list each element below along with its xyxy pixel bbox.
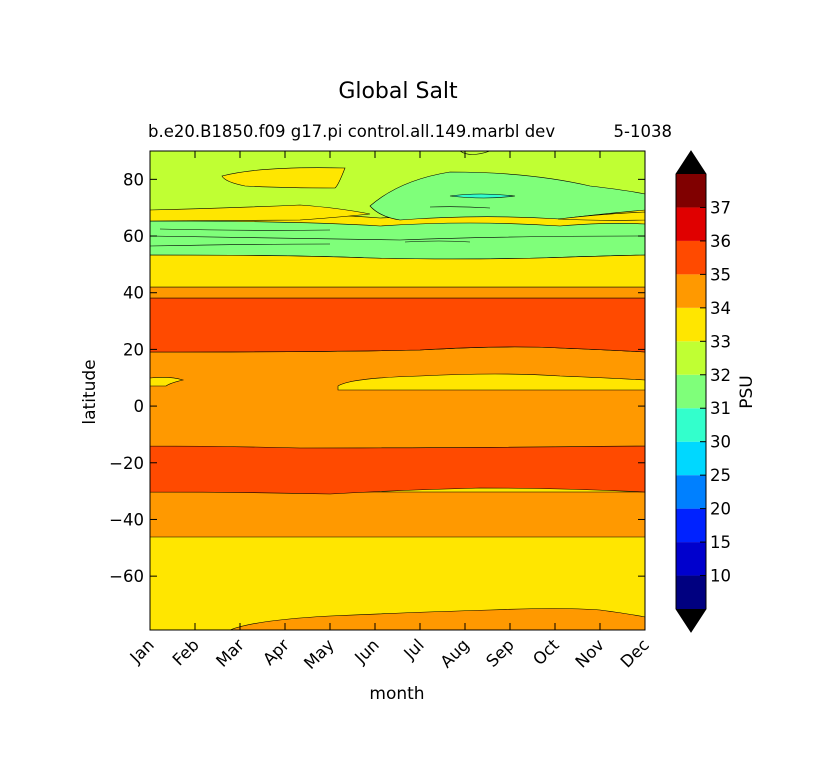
colorbar-segment <box>676 274 706 308</box>
y-tick-label: 20 <box>123 340 144 359</box>
chart-subtitle-right: 5-1038 <box>614 122 672 141</box>
band-north-yellow-strip <box>150 204 371 222</box>
band-arctic-yellow-patch <box>221 167 346 189</box>
colorbar-segment <box>676 341 706 375</box>
colorbar-segment <box>676 441 706 476</box>
y-tick-label: 60 <box>123 227 144 246</box>
contour-line-6 <box>459 151 491 155</box>
band-equatorial-low <box>337 373 645 391</box>
colorbar-extend-min <box>676 609 706 632</box>
x-tick-label: Sep <box>482 635 517 670</box>
colorbar: 10 15 20 25 30 31 32 33 34 35 36 37 <box>675 150 731 633</box>
y-tick-label: −40 <box>109 510 144 529</box>
colorbar-segment <box>676 542 706 576</box>
x-tick-label: Apr <box>259 635 293 669</box>
colorbar-extend-max <box>676 151 706 174</box>
x-tick-label: Nov <box>572 635 608 671</box>
x-tick-label: Jul <box>400 635 428 663</box>
chart-subtitle-left: b.e20.B1850.f09 g17.pi control.all.149.m… <box>148 122 555 141</box>
colorbar-segment <box>676 240 706 275</box>
band-north-mid <box>150 286 645 299</box>
contour-plot-area <box>150 151 645 630</box>
band-north-temperate <box>150 254 645 288</box>
colorbar-tick-label: 31 <box>710 399 731 418</box>
colorbar-segment <box>676 307 706 342</box>
x-tick-label: Mar <box>212 635 248 671</box>
colorbar-segment <box>676 207 706 241</box>
band-arctic-cyan <box>449 193 516 199</box>
y-tick-label: −60 <box>109 567 144 586</box>
y-tick-label: 40 <box>123 284 144 303</box>
y-axis-label: latitude <box>80 359 100 424</box>
x-axis-label: month <box>369 684 424 704</box>
y-tick-label: 80 <box>123 170 144 189</box>
plot-frame <box>149 150 646 631</box>
chart-title: Global Salt <box>338 79 458 104</box>
contour-line-3 <box>150 243 331 247</box>
contour-line-5 <box>429 206 491 209</box>
contour-line-2 <box>159 228 331 231</box>
colorbar-tick-label: 30 <box>710 433 731 452</box>
band-south-gyre <box>150 445 645 495</box>
colorbar-tick-label: 33 <box>710 332 731 351</box>
colorbar-segment <box>676 475 706 509</box>
colorbar-tick-label: 20 <box>710 500 731 519</box>
band-south-subtropical <box>150 491 645 538</box>
band-antarctic-edge <box>150 608 645 630</box>
colorbar-frame <box>675 150 707 633</box>
colorbar-tick-label: 34 <box>710 299 731 318</box>
x-tick-label: Dec <box>617 635 653 671</box>
colorbar-tick-label: 37 <box>710 198 731 217</box>
contour-line-4 <box>404 240 471 243</box>
colorbar-segment <box>676 174 706 208</box>
x-tick-label: Aug <box>437 635 473 671</box>
x-tick-label: Feb <box>169 635 203 669</box>
band-tropical <box>150 346 645 449</box>
x-tick-label: Jan <box>126 635 158 667</box>
y-tick-label: −20 <box>109 454 144 473</box>
colorbar-tick-label: 15 <box>710 533 731 552</box>
x-tick-label: Oct <box>529 635 563 669</box>
band-north-yellow-strip-2 <box>557 211 645 221</box>
band-north-pocket <box>150 377 185 387</box>
colorbar-segment <box>676 408 706 442</box>
colorbar-label: PSU <box>737 375 757 409</box>
colorbar-tick-label: 25 <box>710 466 731 485</box>
colorbar-tick-label: 35 <box>710 265 731 284</box>
band-north-gyre <box>150 297 645 353</box>
y-axis-ticks: 80 60 40 20 0 −20 −40 −60 <box>109 170 645 586</box>
colorbar-segment <box>676 508 706 543</box>
colorbar-tick-label: 32 <box>710 366 731 385</box>
colorbar-segment <box>676 374 706 409</box>
x-tick-label: Jun <box>350 635 382 667</box>
y-tick-label: 0 <box>134 397 145 416</box>
contour-line-1 <box>150 235 645 241</box>
colorbar-tick-label: 36 <box>710 232 731 251</box>
x-tick-label: May <box>300 635 338 673</box>
colorbar-segment <box>676 575 706 609</box>
colorbar-tick-label: 10 <box>710 567 731 586</box>
